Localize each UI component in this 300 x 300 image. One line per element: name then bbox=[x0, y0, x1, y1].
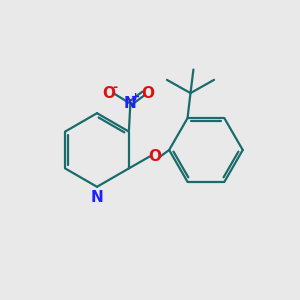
Text: +: + bbox=[130, 92, 140, 102]
Text: O: O bbox=[148, 149, 161, 164]
Text: N: N bbox=[91, 190, 103, 205]
Text: O: O bbox=[102, 86, 115, 101]
Text: O: O bbox=[142, 86, 154, 101]
Text: N: N bbox=[124, 96, 137, 111]
Text: -: - bbox=[112, 81, 117, 94]
